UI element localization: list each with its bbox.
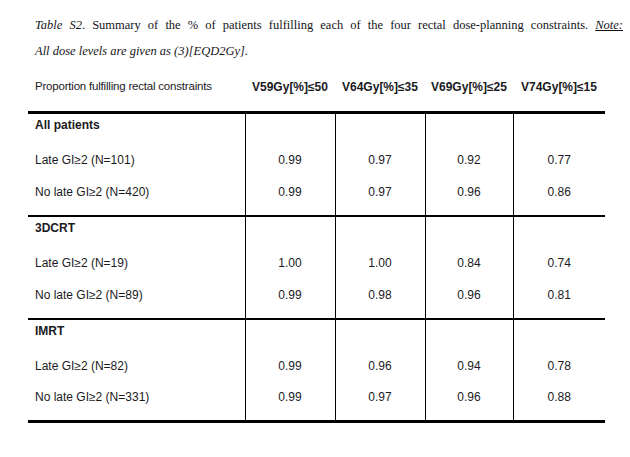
table-row: Late GI≥2 (N=19) 1.00 1.00 0.84 0.74 — [28, 247, 605, 280]
value-cell: 0.84 — [425, 247, 513, 280]
column-header-v64: V64Gy[%]≤35 — [335, 80, 425, 94]
row-label: No late GI≥2 (N=420) — [28, 177, 245, 216]
table-row: No late GI≥2 (N=420) 0.99 0.97 0.96 0.86 — [28, 177, 605, 216]
page: { "caption": { "label": "Table S2", "bod… — [0, 0, 630, 457]
value-cell: 0.99 — [245, 350, 335, 383]
section-title: 3DCRT — [28, 216, 245, 247]
empty-cell — [335, 319, 425, 350]
value-cell: 0.96 — [335, 350, 425, 383]
value-cell: 1.00 — [335, 247, 425, 280]
column-header-v59: V59Gy[%]≤50 — [245, 80, 335, 94]
value-cell: 0.86 — [513, 177, 605, 216]
column-header-v74: V74Gy[%]≤15 — [513, 80, 605, 94]
value-cell: 0.94 — [425, 350, 513, 383]
caption-table-label: Table S2 — [35, 18, 82, 32]
section-header-all-patients: All patients — [28, 113, 605, 144]
caption-note: Note: — [595, 18, 623, 32]
empty-cell — [245, 216, 335, 247]
caption-line-1: Table S2. Summary of the % of patients f… — [35, 12, 623, 38]
empty-cell — [425, 113, 513, 144]
value-cell: 0.78 — [513, 350, 605, 383]
section-title: All patients — [28, 113, 245, 144]
constraints-header-row: Proportion fulfilling rectal constraints… — [28, 80, 608, 94]
value-cell: 0.96 — [425, 383, 513, 422]
value-cell: 0.96 — [425, 177, 513, 216]
value-cell: 0.99 — [245, 383, 335, 422]
table-row: No late GI≥2 (N=331) 0.99 0.97 0.96 0.88 — [28, 383, 605, 422]
value-cell: 0.81 — [513, 280, 605, 319]
value-cell: 1.00 — [245, 247, 335, 280]
constraints-row-label: Proportion fulfilling rectal constraints — [28, 80, 245, 92]
value-cell: 0.97 — [335, 144, 425, 177]
value-cell: 0.97 — [335, 383, 425, 422]
value-cell: 0.92 — [425, 144, 513, 177]
section-header-3dcrt: 3DCRT — [28, 216, 605, 247]
row-label: Late GI≥2 (N=82) — [28, 350, 245, 383]
section-title: IMRT — [28, 319, 245, 350]
empty-cell — [245, 319, 335, 350]
caption-line-2: All dose levels are given as (3)[EQD2Gy]… — [35, 38, 623, 64]
value-cell: 0.97 — [335, 177, 425, 216]
table-caption: Table S2. Summary of the % of patients f… — [35, 12, 623, 64]
empty-cell — [513, 319, 605, 350]
value-cell: 0.98 — [335, 280, 425, 319]
section-header-imrt: IMRT — [28, 319, 605, 350]
row-label: Late GI≥2 (N=101) — [28, 144, 245, 177]
table-row: Late GI≥2 (N=101) 0.99 0.97 0.92 0.77 — [28, 144, 605, 177]
row-label: Late GI≥2 (N=19) — [28, 247, 245, 280]
empty-cell — [425, 319, 513, 350]
empty-cell — [513, 216, 605, 247]
empty-cell — [335, 216, 425, 247]
empty-cell — [425, 216, 513, 247]
value-cell: 0.96 — [425, 280, 513, 319]
empty-cell — [335, 113, 425, 144]
caption-body: . Summary of the % of patients fulfillin… — [82, 18, 595, 32]
empty-cell — [513, 113, 605, 144]
table-row: No late GI≥2 (N=89) 0.99 0.98 0.96 0.81 — [28, 280, 605, 319]
value-cell: 0.77 — [513, 144, 605, 177]
value-cell: 0.99 — [245, 144, 335, 177]
empty-cell — [245, 113, 335, 144]
value-cell: 0.99 — [245, 280, 335, 319]
value-cell: 0.88 — [513, 383, 605, 422]
value-cell: 0.74 — [513, 247, 605, 280]
column-header-v69: V69Gy[%]≤25 — [425, 80, 513, 94]
table-row: Late GI≥2 (N=82) 0.99 0.96 0.94 0.78 — [28, 350, 605, 383]
value-cell: 0.99 — [245, 177, 335, 216]
constraints-table: All patients Late GI≥2 (N=101) 0.99 0.97… — [28, 111, 605, 423]
row-label: No late GI≥2 (N=331) — [28, 383, 245, 422]
row-label: No late GI≥2 (N=89) — [28, 280, 245, 319]
